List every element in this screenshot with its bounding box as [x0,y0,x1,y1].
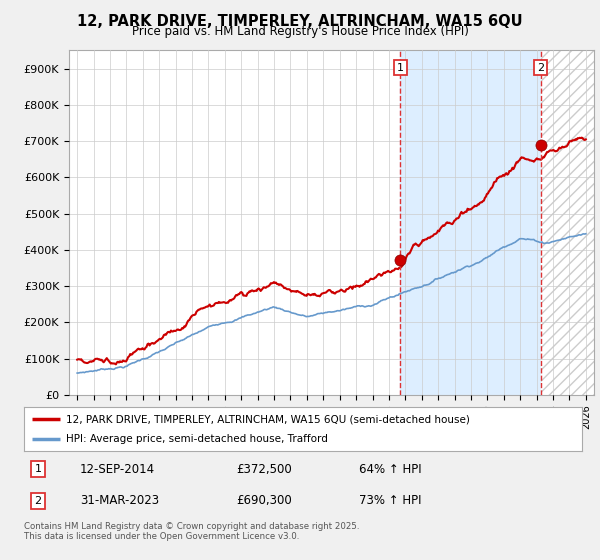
Text: Contains HM Land Registry data © Crown copyright and database right 2025.
This d: Contains HM Land Registry data © Crown c… [24,522,359,542]
Text: 1: 1 [34,464,41,474]
Text: 64% ↑ HPI: 64% ↑ HPI [359,463,421,475]
Text: 12, PARK DRIVE, TIMPERLEY, ALTRINCHAM, WA15 6QU: 12, PARK DRIVE, TIMPERLEY, ALTRINCHAM, W… [77,14,523,29]
Text: Price paid vs. HM Land Registry's House Price Index (HPI): Price paid vs. HM Land Registry's House … [131,25,469,38]
Text: 12-SEP-2014: 12-SEP-2014 [80,463,155,475]
Bar [541,50,594,395]
Text: £690,300: £690,300 [236,494,292,507]
Text: £372,500: £372,500 [236,463,292,475]
Text: 73% ↑ HPI: 73% ↑ HPI [359,494,421,507]
Bar [541,50,594,395]
Text: 31-MAR-2023: 31-MAR-2023 [80,494,159,507]
Text: 12, PARK DRIVE, TIMPERLEY, ALTRINCHAM, WA15 6QU (semi-detached house): 12, PARK DRIVE, TIMPERLEY, ALTRINCHAM, W… [66,414,470,424]
Bar [400,50,541,395]
Text: 2: 2 [537,63,544,73]
Text: 2: 2 [34,496,41,506]
Text: 1: 1 [397,63,404,73]
Text: HPI: Average price, semi-detached house, Trafford: HPI: Average price, semi-detached house,… [66,433,328,444]
